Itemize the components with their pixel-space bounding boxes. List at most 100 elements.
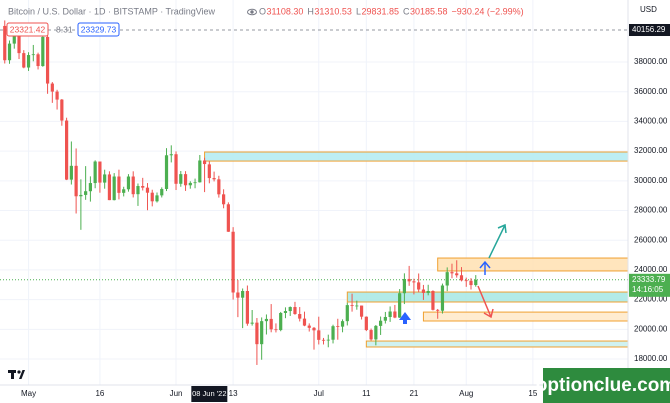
candle-body	[293, 307, 297, 315]
candle-body	[436, 309, 440, 311]
candle-body	[179, 174, 183, 184]
candle-body	[350, 305, 354, 306]
candle-body	[150, 192, 154, 202]
candle-body	[412, 281, 416, 283]
legend-label: O	[259, 6, 266, 16]
candle-body	[131, 176, 135, 195]
buy-price[interactable]: 23329.73	[81, 24, 117, 34]
green-arrow	[488, 223, 507, 259]
crosshair-date-box	[191, 386, 228, 402]
candle-body	[312, 327, 316, 331]
candle-body	[383, 316, 387, 321]
x-tick-label: Jun	[170, 389, 183, 398]
candle-body	[379, 320, 383, 326]
countdown: 14:16:05	[632, 285, 664, 294]
legend-value: 31310.53	[314, 6, 352, 16]
candle-body	[141, 186, 145, 188]
candle-body	[374, 325, 378, 340]
y-tick-label: 30000.00	[634, 176, 668, 185]
watermark-box	[543, 368, 670, 403]
legend-label: C	[403, 6, 410, 16]
crosshair-price-box	[629, 24, 670, 37]
candle-body	[45, 36, 50, 84]
candle-body	[26, 55, 31, 68]
overlay	[399, 223, 507, 324]
candle-body	[126, 176, 131, 190]
zone	[346, 291, 629, 303]
candle-body	[388, 311, 392, 317]
x-tick-label: 21	[409, 389, 418, 398]
candle-body	[88, 183, 92, 192]
legend-value: 30185.58	[410, 6, 448, 16]
legend-value: 31108.30	[267, 6, 304, 16]
y-tick-label: 28000.00	[634, 206, 668, 215]
candle-body	[359, 305, 364, 317]
candle-body	[160, 188, 164, 196]
candle-body	[12, 36, 16, 44]
candle-body	[50, 83, 54, 92]
currency: USD	[640, 5, 657, 14]
x-tick-label: 11	[362, 389, 371, 398]
candle-body	[174, 154, 178, 184]
zone	[204, 151, 629, 162]
candle-body	[217, 179, 221, 195]
candle-body	[288, 307, 292, 312]
zone	[437, 257, 629, 272]
legend-label: H	[307, 6, 314, 16]
candle-body	[445, 272, 449, 286]
candle-body	[93, 161, 97, 184]
candle-body	[274, 329, 278, 331]
candle-body	[3, 25, 7, 61]
candle-body	[193, 182, 197, 184]
candle-body	[250, 322, 254, 324]
candle-body	[255, 322, 259, 345]
y-tick-label: 24000.00	[634, 265, 668, 274]
candle-body	[369, 330, 373, 340]
candle-body	[112, 176, 116, 201]
candle-body	[264, 318, 269, 322]
candle-body	[41, 36, 45, 67]
candle-body	[402, 278, 406, 294]
candle-body	[474, 279, 478, 286]
candle-body	[307, 325, 311, 328]
candle-body	[326, 339, 330, 341]
y-tick-label: 20000.00	[634, 324, 668, 333]
sell-box[interactable]	[6, 22, 49, 37]
legend-value: 29831.85	[361, 6, 399, 16]
candle-body	[79, 194, 83, 197]
chart-title: Bitcoin / U.S. Dollar · 1D · BITSTAMP · …	[8, 6, 216, 16]
crosshair-date-label: 08 Jun '22	[192, 389, 226, 398]
candle-body	[17, 36, 21, 54]
candle-body	[302, 318, 307, 326]
candle-body	[60, 99, 64, 121]
candle-body	[169, 154, 173, 156]
candle-body	[241, 291, 245, 298]
candle-body	[22, 53, 26, 68]
candle-body	[136, 186, 140, 195]
candle-body	[36, 54, 40, 67]
candle-body	[331, 326, 335, 340]
y-tick-label: 22000.00	[634, 295, 668, 304]
candle-body	[145, 187, 150, 193]
legend-label: L	[356, 6, 361, 16]
candle-body	[317, 330, 321, 340]
candle-body	[340, 321, 345, 327]
y-tick-label: 18000.00	[634, 354, 668, 363]
y-tick-label: 32000.00	[634, 146, 668, 155]
candle-body	[407, 278, 411, 282]
candle-body	[198, 160, 202, 183]
zone	[422, 311, 629, 322]
candle-body	[364, 316, 368, 331]
sell-price[interactable]: 23321.42	[10, 24, 46, 34]
y-tick-label: 26000.00	[634, 235, 668, 244]
ohlc-legend: O 31108.30 H 31310.53 L 29831.85 C 30185.58 −930…	[259, 6, 524, 16]
candles	[3, 20, 478, 365]
last-price-label: 23333.79	[632, 275, 666, 284]
buy-box[interactable]	[77, 22, 120, 37]
candle-body	[7, 43, 12, 61]
spread: 8.31	[56, 24, 73, 34]
candle-body	[98, 161, 102, 183]
candle-body	[122, 189, 126, 193]
